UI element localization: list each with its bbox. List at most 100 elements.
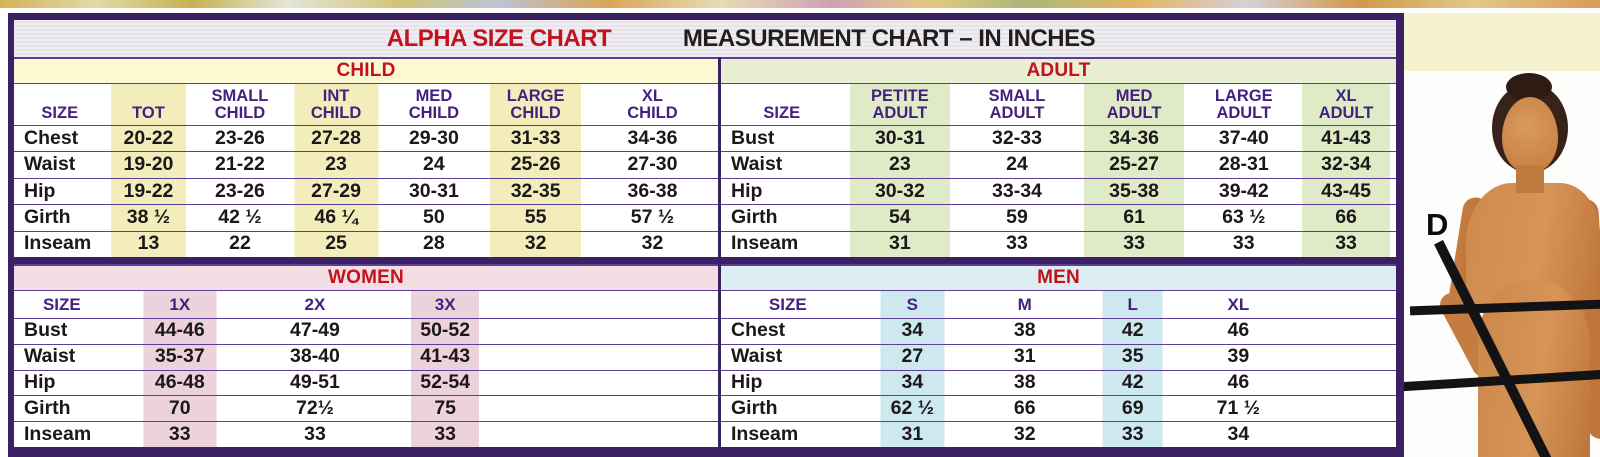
model-face (1502, 97, 1558, 173)
column-header: SIZE (41, 104, 79, 123)
row-label: Inseam (24, 422, 92, 445)
table-row: Waist 23 24 25-27 28-31 32-34 (721, 151, 1396, 178)
value-cell: 25-26 (484, 152, 588, 178)
table-row: Inseam 31 33 33 33 33 (721, 230, 1396, 258)
value-cell: 71 ½ (1216, 396, 1261, 419)
value-cell: 50-52 (380, 319, 511, 344)
row-label: Hip (731, 371, 763, 394)
column-header: XL (1227, 294, 1250, 314)
child-adult-section: CHILD SIZE TOT SMALL CHILD INT CHILD MED CHI… (14, 57, 1396, 258)
table-row: Girth 54 59 61 63 ½ 66 (721, 204, 1396, 231)
value-cell: 33 (1076, 231, 1192, 258)
value-cell: 27 (854, 344, 971, 370)
row-label: Hip (24, 179, 56, 202)
value-cell: 34 (1227, 422, 1250, 445)
row-label: Hip (731, 179, 763, 202)
row-label: Bust (24, 319, 68, 342)
row-label: Waist (24, 345, 76, 368)
child-half: CHILD SIZE TOT SMALL CHILD INT CHILD MED CHI… (14, 57, 721, 258)
child-header-row: SIZE TOT SMALL CHILD INT CHILD MED CHILD LARG… (14, 83, 718, 125)
chart-header-bar: ALPHA SIZE CHART MEASUREMENT CHART – IN … (14, 20, 1396, 57)
row-label: Girth (24, 396, 71, 419)
value-cell: 34 (854, 319, 971, 344)
value-cell: 32-35 (484, 178, 588, 205)
value-cell: 38-40 (290, 345, 340, 368)
value-cell: 42 (1079, 370, 1187, 396)
measurement-figure-area: D (1404, 13, 1600, 457)
value-cell: 34-36 (1076, 126, 1192, 152)
value-cell: 46 (1227, 319, 1250, 342)
column-header: S (854, 291, 971, 318)
column-header: 3X (380, 291, 511, 318)
value-cell: 52-54 (380, 370, 511, 396)
value-cell: 30-32 (842, 178, 958, 205)
adult-section-title: ADULT (721, 57, 1396, 83)
value-cell: 31 (854, 422, 971, 447)
size-chart-frame: ALPHA SIZE CHART MEASUREMENT CHART – IN … (8, 13, 1404, 457)
row-label: Inseam (731, 422, 799, 445)
value-cell: 27-28 (288, 126, 384, 152)
value-cell: 35 (1079, 344, 1187, 370)
value-cell: 32-33 (992, 126, 1042, 149)
value-cell (1291, 396, 1396, 421)
column-header: L (1079, 291, 1187, 318)
value-cell: 33 (1296, 231, 1396, 258)
value-cell: 44-46 (109, 319, 250, 344)
column-header: LARGE CHILD (484, 84, 588, 125)
women-half: WOMEN SIZE 1X 2X 3X Bust 44-46 47-49 50-52 Wais… (14, 264, 721, 447)
value-cell: 37-40 (1218, 126, 1269, 149)
column-header: INT CHILD (288, 84, 384, 125)
measurement-chart-title: MEASUREMENT CHART – IN INCHES (682, 24, 1096, 52)
column-header: 1X (109, 291, 250, 318)
value-cell: 29-30 (408, 126, 459, 149)
row-label: Bust (731, 126, 775, 149)
column-header: MED CHILD (408, 87, 460, 123)
value-cell: 33 (380, 422, 511, 447)
value-cell: 28-31 (1218, 153, 1269, 176)
row-label: Waist (731, 153, 783, 176)
table-row: Girth 62 ½ 66 69 71 ½ (721, 395, 1396, 422)
table-row: Waist 35-37 38-40 41-43 (14, 343, 718, 370)
women-table-body: Bust 44-46 47-49 50-52 Waist 35-37 38-40 41-43 H… (14, 318, 718, 447)
value-cell: 61 (1076, 205, 1192, 231)
page-margin-cream (1404, 13, 1600, 71)
value-cell: 23-26 (215, 179, 265, 202)
column-header: SIZE (42, 294, 81, 314)
value-cell: 22 (229, 232, 251, 255)
value-cell: 42 ½ (218, 205, 262, 228)
model-neck (1516, 165, 1544, 193)
row-label: Hip (24, 371, 56, 394)
value-cell: 46 (1227, 371, 1250, 394)
value-cell: 47-49 (290, 319, 340, 342)
value-cell: 35-37 (109, 344, 250, 370)
row-label: Chest (24, 126, 79, 149)
women-section-title: WOMEN (14, 264, 718, 290)
row-label: Waist (731, 345, 783, 368)
value-cell: 57 ½ (630, 205, 675, 228)
value-cell: 63 ½ (1222, 205, 1266, 228)
value-cell: 33 (304, 422, 326, 445)
men-section-title: MEN (721, 264, 1396, 290)
decorative-page-edge-strip (0, 0, 1600, 8)
value-cell: 54 (842, 205, 958, 231)
value-cell (1291, 345, 1396, 370)
value-cell: 32 (1013, 422, 1036, 445)
men-table-body: Chest 34 38 42 46 Waist 27 31 35 39 Hip 34 38 42 46 Gir… (721, 318, 1396, 447)
alpha-size-chart-title: ALPHA SIZE CHART (386, 24, 612, 52)
table-row: Chest 34 38 42 46 (721, 318, 1396, 344)
table-row: Bust 44-46 47-49 50-52 (14, 318, 718, 344)
value-cell: 33 (1232, 232, 1255, 255)
women-header-row: SIZE 1X 2X 3X (14, 290, 718, 318)
value-cell: 30-31 (842, 126, 958, 152)
value-cell (1291, 371, 1396, 396)
value-cell: 72½ (295, 396, 334, 419)
column-header: PETITE ADULT (842, 84, 958, 125)
value-cell: 39 (1227, 345, 1250, 368)
column-header: TOT (105, 84, 192, 125)
row-label: Waist (24, 153, 76, 176)
row-label: Inseam (24, 232, 92, 255)
value-cell: 36-38 (627, 179, 678, 202)
table-row: Hip 30-32 33-34 35-38 39-42 43-45 (721, 177, 1396, 205)
value-cell: 69 (1079, 396, 1187, 422)
